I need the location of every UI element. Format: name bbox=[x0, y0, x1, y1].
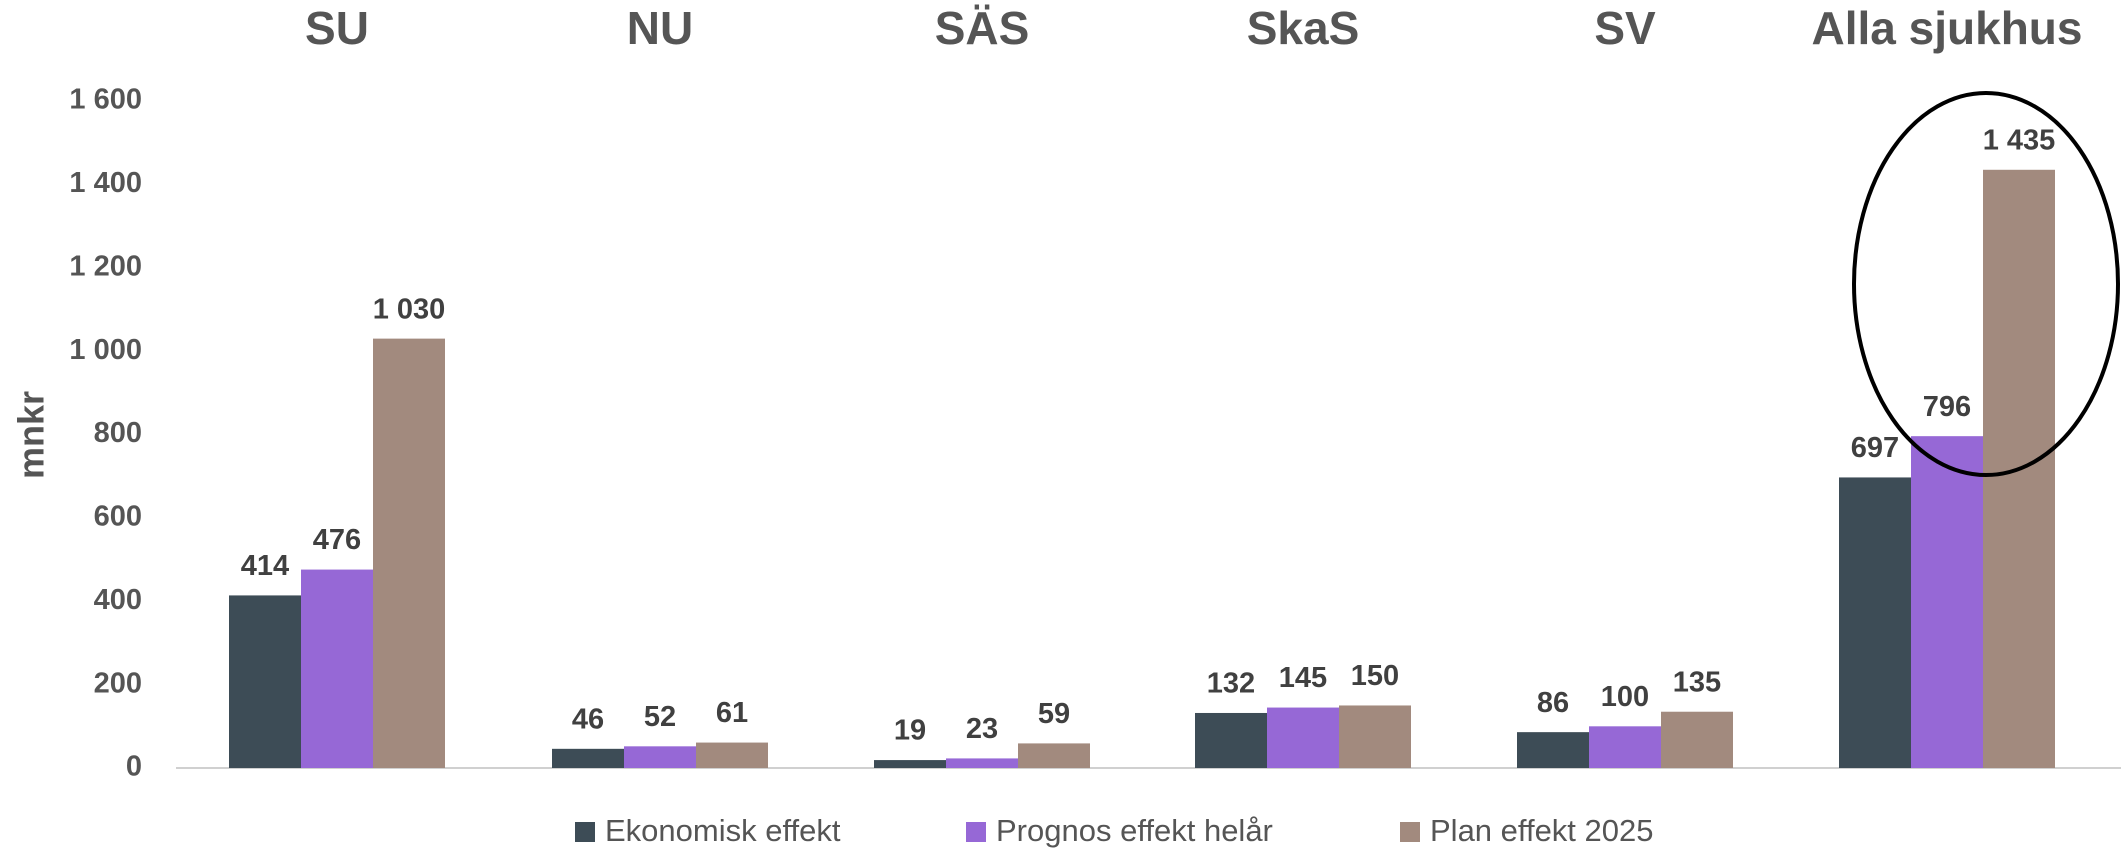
bar bbox=[301, 569, 373, 768]
bar bbox=[1517, 732, 1589, 768]
y-tick-label: 1 600 bbox=[69, 84, 142, 116]
category-label: Alla sjukhus bbox=[1812, 2, 2083, 54]
bar bbox=[1195, 712, 1267, 768]
value-label: 414 bbox=[241, 550, 289, 582]
value-label: 61 bbox=[716, 697, 748, 729]
category-label: SkaS bbox=[1247, 2, 1360, 54]
category-label: SU bbox=[305, 2, 369, 54]
y-axis-label: mnkr bbox=[11, 391, 52, 479]
y-tick-label: 600 bbox=[94, 501, 142, 533]
bar bbox=[1267, 707, 1339, 768]
y-tick-label: 1 200 bbox=[69, 250, 142, 282]
value-label: 52 bbox=[644, 701, 676, 733]
bar bbox=[696, 742, 768, 768]
value-label: 145 bbox=[1279, 662, 1327, 694]
category-label: NU bbox=[627, 2, 693, 54]
value-label: 796 bbox=[1923, 391, 1971, 423]
bar bbox=[1018, 743, 1090, 768]
bar bbox=[1589, 726, 1661, 768]
y-tick-label: 800 bbox=[94, 417, 142, 449]
y-tick-label: 0 bbox=[126, 751, 142, 783]
bar bbox=[373, 338, 445, 768]
y-tick-label: 200 bbox=[94, 667, 142, 699]
legend-label: Plan effekt 2025 bbox=[1430, 813, 1654, 848]
bar bbox=[1339, 705, 1411, 768]
bar bbox=[624, 746, 696, 768]
category-label: SV bbox=[1594, 2, 1656, 54]
value-label: 23 bbox=[966, 713, 998, 745]
bar bbox=[1839, 477, 1911, 768]
value-label: 697 bbox=[1851, 432, 1899, 464]
category-label: SÄS bbox=[935, 2, 1030, 54]
value-label: 19 bbox=[894, 715, 926, 747]
highlight-ellipse bbox=[1852, 91, 2120, 477]
bar bbox=[1661, 711, 1733, 768]
bar bbox=[946, 758, 1018, 768]
value-label: 86 bbox=[1537, 687, 1569, 719]
value-label: 1 030 bbox=[373, 293, 446, 325]
value-label: 1 435 bbox=[1983, 124, 2056, 156]
value-label: 46 bbox=[572, 703, 604, 735]
y-tick-label: 1 000 bbox=[69, 334, 142, 366]
legend-swatch bbox=[1400, 822, 1420, 842]
legend-swatch bbox=[966, 822, 986, 842]
value-label: 150 bbox=[1351, 660, 1399, 692]
value-label: 100 bbox=[1601, 681, 1649, 713]
value-label: 476 bbox=[313, 524, 361, 556]
y-tick-label: 1 400 bbox=[69, 167, 142, 199]
legend-label: Ekonomisk effekt bbox=[605, 813, 841, 848]
value-label: 132 bbox=[1207, 668, 1255, 700]
legend-label: Prognos effekt helår bbox=[996, 813, 1273, 848]
bar bbox=[552, 748, 624, 768]
bar bbox=[1911, 436, 1983, 768]
legend-swatch bbox=[575, 822, 595, 842]
value-label: 59 bbox=[1038, 698, 1070, 730]
value-label: 135 bbox=[1673, 666, 1721, 698]
bar bbox=[874, 760, 946, 768]
bar bbox=[229, 595, 301, 768]
y-tick-label: 400 bbox=[94, 584, 142, 616]
